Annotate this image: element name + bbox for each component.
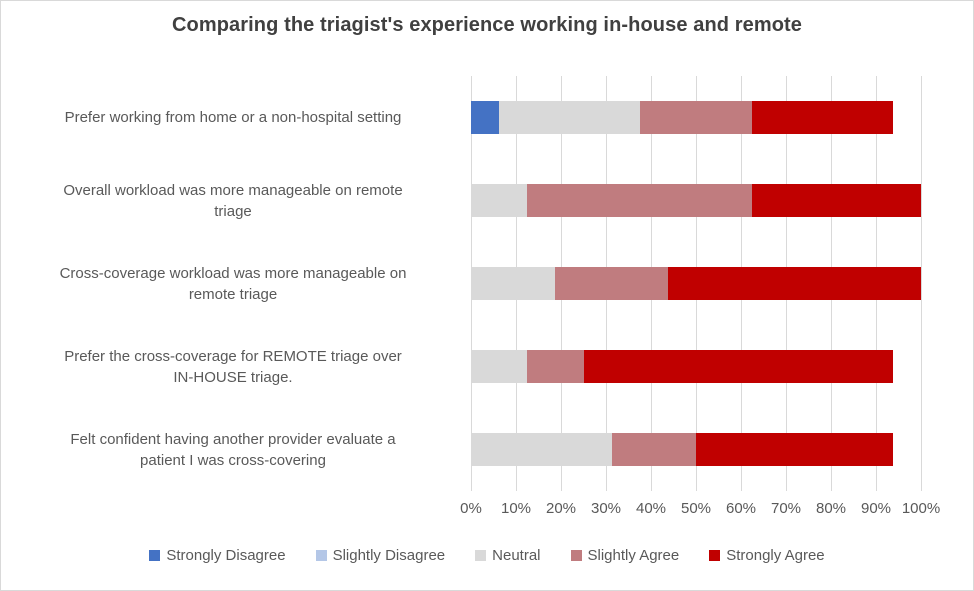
x-tick-label-100-: 100% bbox=[901, 500, 941, 517]
x-tick-label-40-: 40% bbox=[635, 500, 667, 517]
bar-segment-strongly-agree-row-3 bbox=[667, 267, 921, 300]
legend-label-slightly-agree: Slightly Agree bbox=[587, 547, 680, 564]
category-label-5: Felt confident having another provider e… bbox=[70, 430, 396, 469]
legend-label-neutral: Neutral bbox=[492, 547, 541, 564]
category-label-3: Cross-coverage workload was more managea… bbox=[59, 264, 407, 303]
x-tick-label-70-: 70% bbox=[770, 500, 802, 517]
gridline-100- bbox=[921, 76, 922, 491]
legend-swatch-slightly-agree bbox=[570, 550, 582, 561]
bar-segment-strongly-agree-row-4 bbox=[583, 350, 893, 383]
bar-segment-neutral-row-5 bbox=[471, 433, 612, 466]
x-tick-label-20-: 20% bbox=[545, 500, 577, 517]
bar-segment-strongly-disagree-row-1 bbox=[471, 101, 500, 134]
x-tick-label-10-: 10% bbox=[500, 500, 532, 517]
bar-segment-neutral-row-2 bbox=[471, 184, 528, 217]
bar-segment-slightly-agree-row-1 bbox=[639, 101, 753, 134]
bar-segment-slightly-agree-row-5 bbox=[611, 433, 696, 466]
stacked-bar-row-2 bbox=[471, 184, 921, 217]
stacked-bar-row-3 bbox=[471, 267, 921, 300]
legend-swatch-strongly-disagree bbox=[149, 550, 161, 561]
bar-segment-neutral-row-1 bbox=[499, 101, 640, 134]
bar-segment-strongly-agree-row-5 bbox=[696, 433, 893, 466]
legend-label-slightly-disagree: Slightly Disagree bbox=[332, 547, 446, 564]
plot-area bbox=[471, 76, 922, 491]
bar-segment-slightly-agree-row-3 bbox=[555, 267, 668, 300]
x-tick-label-0-: 0% bbox=[460, 500, 482, 517]
category-label-4: Prefer the cross-coverage for REMOTE tri… bbox=[64, 347, 402, 386]
legend-item-neutral: Neutral bbox=[475, 547, 541, 564]
x-axis: 0% 10% 20% 30% 40% 50% 60% 70% 80% 90% 100% bbox=[460, 500, 940, 520]
bar-segment-neutral-row-3 bbox=[471, 267, 556, 300]
x-tick-label-50-: 50% bbox=[680, 500, 712, 517]
legend: Strongly Disagree Slightly Disagree Neutra… bbox=[1, 547, 973, 564]
category-label-2: Overall workload was more manageable on … bbox=[63, 181, 403, 220]
x-tick-label-90-: 90% bbox=[860, 500, 892, 517]
legend-item-slightly-disagree: Slightly Disagree bbox=[315, 547, 446, 564]
legend-swatch-strongly-agree bbox=[709, 550, 721, 561]
category-labels-layer: Prefer working from home or a non-hospit… bbox=[7, 1, 459, 590]
x-tick-label-60-: 60% bbox=[725, 500, 757, 517]
legend-swatch-slightly-disagree bbox=[315, 550, 327, 561]
bar-segment-slightly-agree-row-2 bbox=[527, 184, 753, 217]
bar-segment-strongly-agree-row-1 bbox=[752, 101, 893, 134]
bar-segment-neutral-row-4 bbox=[471, 350, 528, 383]
legend-swatch-neutral bbox=[475, 550, 487, 561]
stacked-bar-row-1 bbox=[471, 101, 921, 134]
legend-item-strongly-disagree: Strongly Disagree bbox=[149, 547, 286, 564]
legend-label-strongly-agree: Strongly Agree bbox=[726, 547, 825, 564]
category-label-1: Prefer working from home or a non-hospit… bbox=[64, 109, 402, 126]
x-tick-label-80-: 80% bbox=[815, 500, 847, 517]
x-tick-label-30-: 30% bbox=[590, 500, 622, 517]
legend-label-strongly-disagree: Strongly Disagree bbox=[166, 547, 286, 564]
bar-segment-slightly-agree-row-4 bbox=[527, 350, 584, 383]
legend-item-slightly-agree: Slightly Agree bbox=[570, 547, 680, 564]
stacked-bar-row-5 bbox=[471, 433, 921, 466]
stacked-bar-row-4 bbox=[471, 350, 921, 383]
legend-item-strongly-agree: Strongly Agree bbox=[709, 547, 825, 564]
chart-title: Comparing the triagist's experience work… bbox=[171, 14, 803, 36]
bar-segment-strongly-agree-row-2 bbox=[752, 184, 921, 217]
